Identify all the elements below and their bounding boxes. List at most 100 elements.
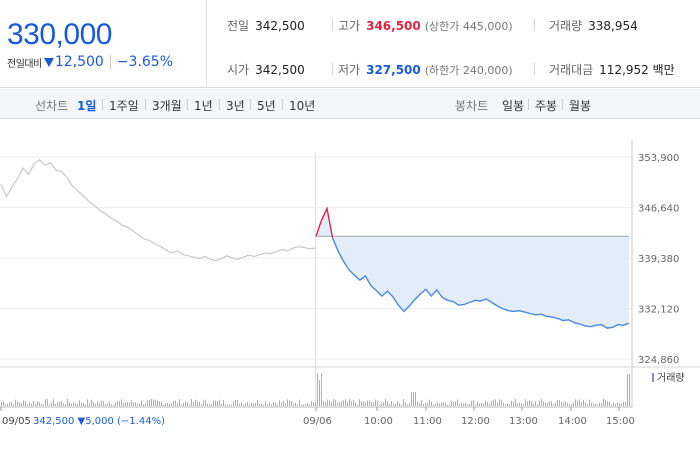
volume-bar xyxy=(45,399,46,406)
change-value: 12,500 xyxy=(54,54,104,70)
divider xyxy=(109,55,111,69)
stat-trade-amount: 거래대금 112,952 백만 xyxy=(549,61,675,78)
tab-3-years[interactable]: 3년 xyxy=(226,99,245,113)
volume-bar xyxy=(201,404,202,406)
volume-bar xyxy=(241,402,242,406)
divider xyxy=(219,99,220,110)
volume-bar xyxy=(19,402,20,406)
down-triangle-icon xyxy=(43,57,54,67)
volume-bar xyxy=(115,402,116,406)
volume-bar xyxy=(165,403,166,406)
volume-bar xyxy=(265,401,266,406)
volume-bar xyxy=(47,399,48,406)
volume-bar xyxy=(591,402,592,406)
volume-bar xyxy=(395,403,396,406)
volume-bar xyxy=(97,401,98,406)
stat-value: 112,952 백만 xyxy=(599,63,675,77)
volume-bar xyxy=(597,404,598,406)
volume-bar xyxy=(521,403,522,406)
volume-bar xyxy=(119,401,120,406)
volume-bar xyxy=(281,402,282,406)
volume-bar xyxy=(219,399,220,406)
divider xyxy=(187,99,188,110)
volume-bar xyxy=(205,399,206,406)
volume-bar xyxy=(135,402,136,406)
volume-bar xyxy=(223,400,224,406)
volume-bar xyxy=(541,399,542,406)
stat-label: 거래대금 xyxy=(549,63,594,77)
volume-bar xyxy=(27,404,28,406)
volume-bar xyxy=(519,402,520,406)
stat-value: 338,954 xyxy=(588,19,638,33)
volume-bar xyxy=(13,404,14,406)
volume-bar xyxy=(621,403,622,406)
volume-bar xyxy=(365,402,366,406)
volume-bar xyxy=(561,401,562,406)
volume-bar xyxy=(109,402,110,406)
volume-bar xyxy=(401,404,402,406)
volume-bar xyxy=(15,399,16,406)
volume-bar xyxy=(543,401,544,406)
volume-bar xyxy=(317,373,318,406)
volume-bar xyxy=(21,403,22,406)
volume-bar xyxy=(583,399,584,406)
volume-bar xyxy=(333,399,334,406)
stat-label: 시가 xyxy=(227,63,250,77)
x-tick-label: 12:00 xyxy=(461,416,490,427)
volume-bar xyxy=(73,401,74,406)
tab-1-year[interactable]: 1년 xyxy=(194,99,213,113)
stat-label: 저가 xyxy=(338,63,361,77)
tab-10-years[interactable]: 10년 xyxy=(289,99,316,113)
divider xyxy=(534,19,535,31)
stat-value: 327,500 xyxy=(366,63,421,77)
volume-bar xyxy=(273,402,274,406)
volume-bar xyxy=(367,400,368,406)
volume-bar xyxy=(261,404,262,406)
volume-bar xyxy=(155,399,156,406)
tab-weekly-candle[interactable]: 주봉 xyxy=(535,99,558,113)
y-axis: 353,900 346,640 339,380 332,120 324,860 xyxy=(638,153,679,366)
tab-daily-candle[interactable]: 일봉 xyxy=(502,99,525,113)
stock-summary: 330,000 전일대비 12,500 −3.65% 전일 342,500 고가 3… xyxy=(0,0,700,88)
volume-bar xyxy=(227,404,228,406)
tab-monthly-candle[interactable]: 월봉 xyxy=(569,99,592,113)
volume-bar xyxy=(627,374,628,406)
volume-bar xyxy=(477,401,478,406)
divider xyxy=(332,63,333,75)
volume-bar xyxy=(409,402,410,406)
volume-bar xyxy=(85,404,86,406)
stat-prev-close: 전일 342,500 xyxy=(227,17,305,34)
volume-bar xyxy=(549,401,550,406)
volume-bar xyxy=(431,401,432,406)
volume-bar xyxy=(449,404,450,406)
volume-bar xyxy=(301,404,302,406)
volume-bar xyxy=(299,399,300,406)
volume-bar xyxy=(131,399,132,406)
volume-bar xyxy=(377,400,378,406)
volume-bar xyxy=(51,402,52,406)
volume-bar xyxy=(469,404,470,406)
stat-high: 고가 346,500 (상한가 445,000) xyxy=(338,17,513,34)
tab-5-years[interactable]: 5년 xyxy=(257,99,276,113)
volume-bar xyxy=(553,404,554,406)
volume-legend-label: 거래량 xyxy=(657,372,685,384)
x-tick-label: 11:00 xyxy=(413,416,442,427)
volume-bar xyxy=(545,402,546,406)
volume-bar xyxy=(563,401,564,406)
tab-1-day[interactable]: 1일 xyxy=(77,99,97,113)
volume-bar xyxy=(487,402,488,406)
tab-1-week[interactable]: 1주일 xyxy=(109,99,139,113)
volume-bar xyxy=(145,403,146,406)
volume-bar xyxy=(123,403,124,406)
volume-bar xyxy=(573,402,574,406)
volume-bar xyxy=(467,404,468,406)
volume-bar xyxy=(103,401,104,406)
tab-3-months[interactable]: 3개월 xyxy=(152,99,182,113)
volume-bar xyxy=(141,400,142,406)
volume-bar xyxy=(191,399,192,406)
volume-bar xyxy=(39,402,40,406)
volume-bar xyxy=(177,403,178,406)
volume-bar xyxy=(525,399,526,406)
volume-bar xyxy=(321,373,322,406)
volume-bar xyxy=(551,401,552,406)
